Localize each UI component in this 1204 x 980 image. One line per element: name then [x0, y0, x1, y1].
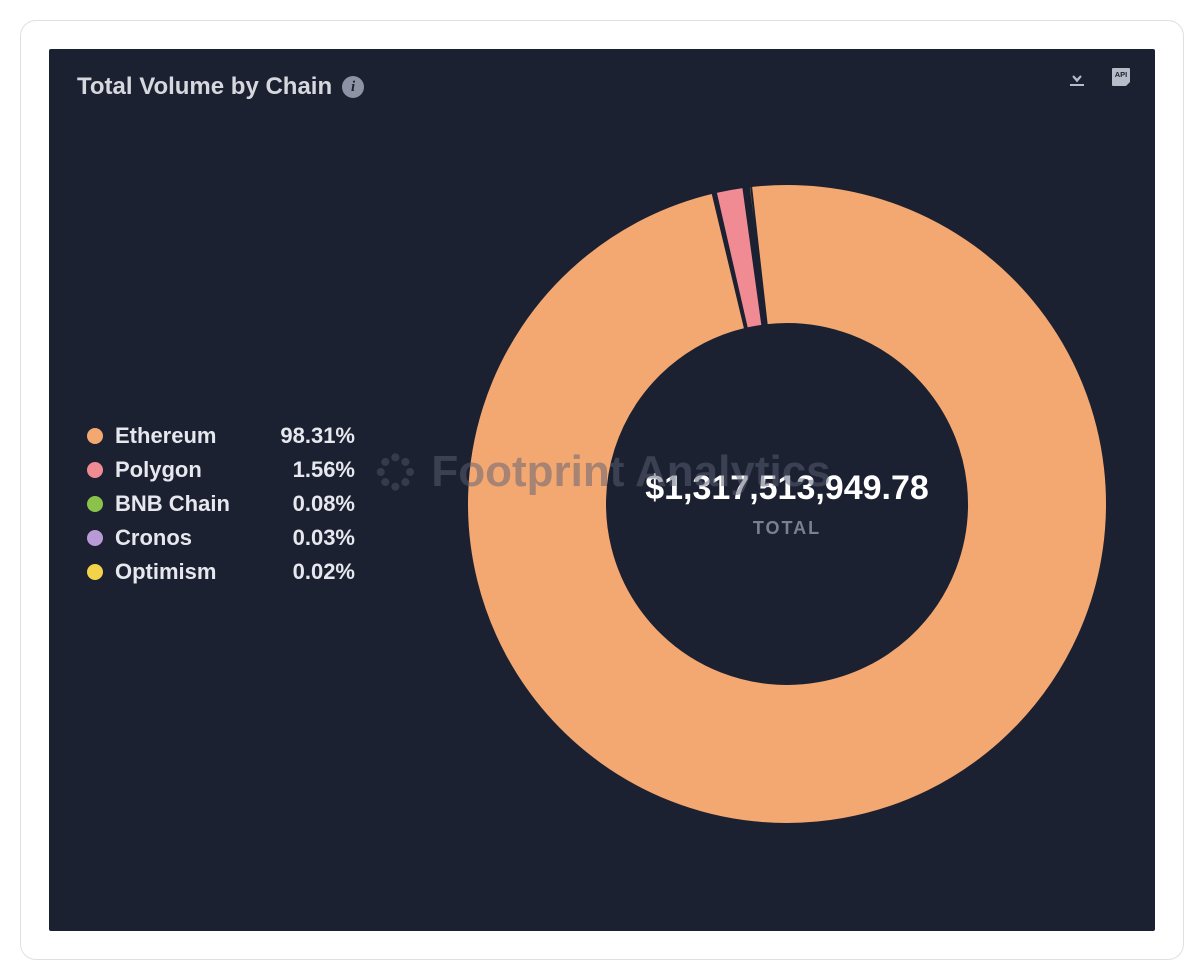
- legend-item[interactable]: Polygon1.56%: [87, 457, 355, 483]
- legend-dot: [87, 530, 103, 546]
- legend-dot: [87, 462, 103, 478]
- legend-percent: 1.56%: [265, 457, 355, 483]
- total-label: TOTAL: [645, 518, 929, 539]
- legend-percent: 0.08%: [265, 491, 355, 517]
- legend-percent: 0.03%: [265, 525, 355, 551]
- panel-title: Total Volume by Chain: [77, 73, 332, 101]
- legend-label: BNB Chain: [115, 491, 265, 517]
- download-icon[interactable]: [1063, 63, 1091, 91]
- panel-content: Footprint Analytics Ethereum98.31%Polygo…: [77, 101, 1127, 907]
- chart-legend: Ethereum98.31%Polygon1.56%BNB Chain0.08%…: [87, 415, 355, 593]
- panel-actions: API: [1063, 63, 1135, 91]
- legend-item[interactable]: Ethereum98.31%: [87, 423, 355, 449]
- panel-header: Total Volume by Chain i: [77, 73, 1127, 101]
- legend-label: Ethereum: [115, 423, 265, 449]
- legend-dot: [87, 428, 103, 444]
- legend-percent: 98.31%: [265, 423, 355, 449]
- donut-chart: $1,317,513,949.78 TOTAL: [447, 164, 1127, 844]
- api-icon[interactable]: API: [1107, 63, 1135, 91]
- legend-percent: 0.02%: [265, 559, 355, 585]
- legend-item[interactable]: BNB Chain0.08%: [87, 491, 355, 517]
- legend-item[interactable]: Cronos0.03%: [87, 525, 355, 551]
- legend-dot: [87, 496, 103, 512]
- total-value: $1,317,513,949.78: [645, 469, 929, 508]
- legend-dot: [87, 564, 103, 580]
- donut-center: $1,317,513,949.78 TOTAL: [645, 469, 929, 539]
- legend-item[interactable]: Optimism0.02%: [87, 559, 355, 585]
- info-icon[interactable]: i: [342, 76, 364, 98]
- card-frame: Total Volume by Chain i API Footprint An…: [20, 20, 1184, 960]
- svg-text:API: API: [1115, 70, 1128, 79]
- legend-label: Optimism: [115, 559, 265, 585]
- chart-panel: Total Volume by Chain i API Footprint An…: [49, 49, 1155, 931]
- watermark-logo-icon: [373, 450, 417, 494]
- legend-label: Cronos: [115, 525, 265, 551]
- legend-label: Polygon: [115, 457, 265, 483]
